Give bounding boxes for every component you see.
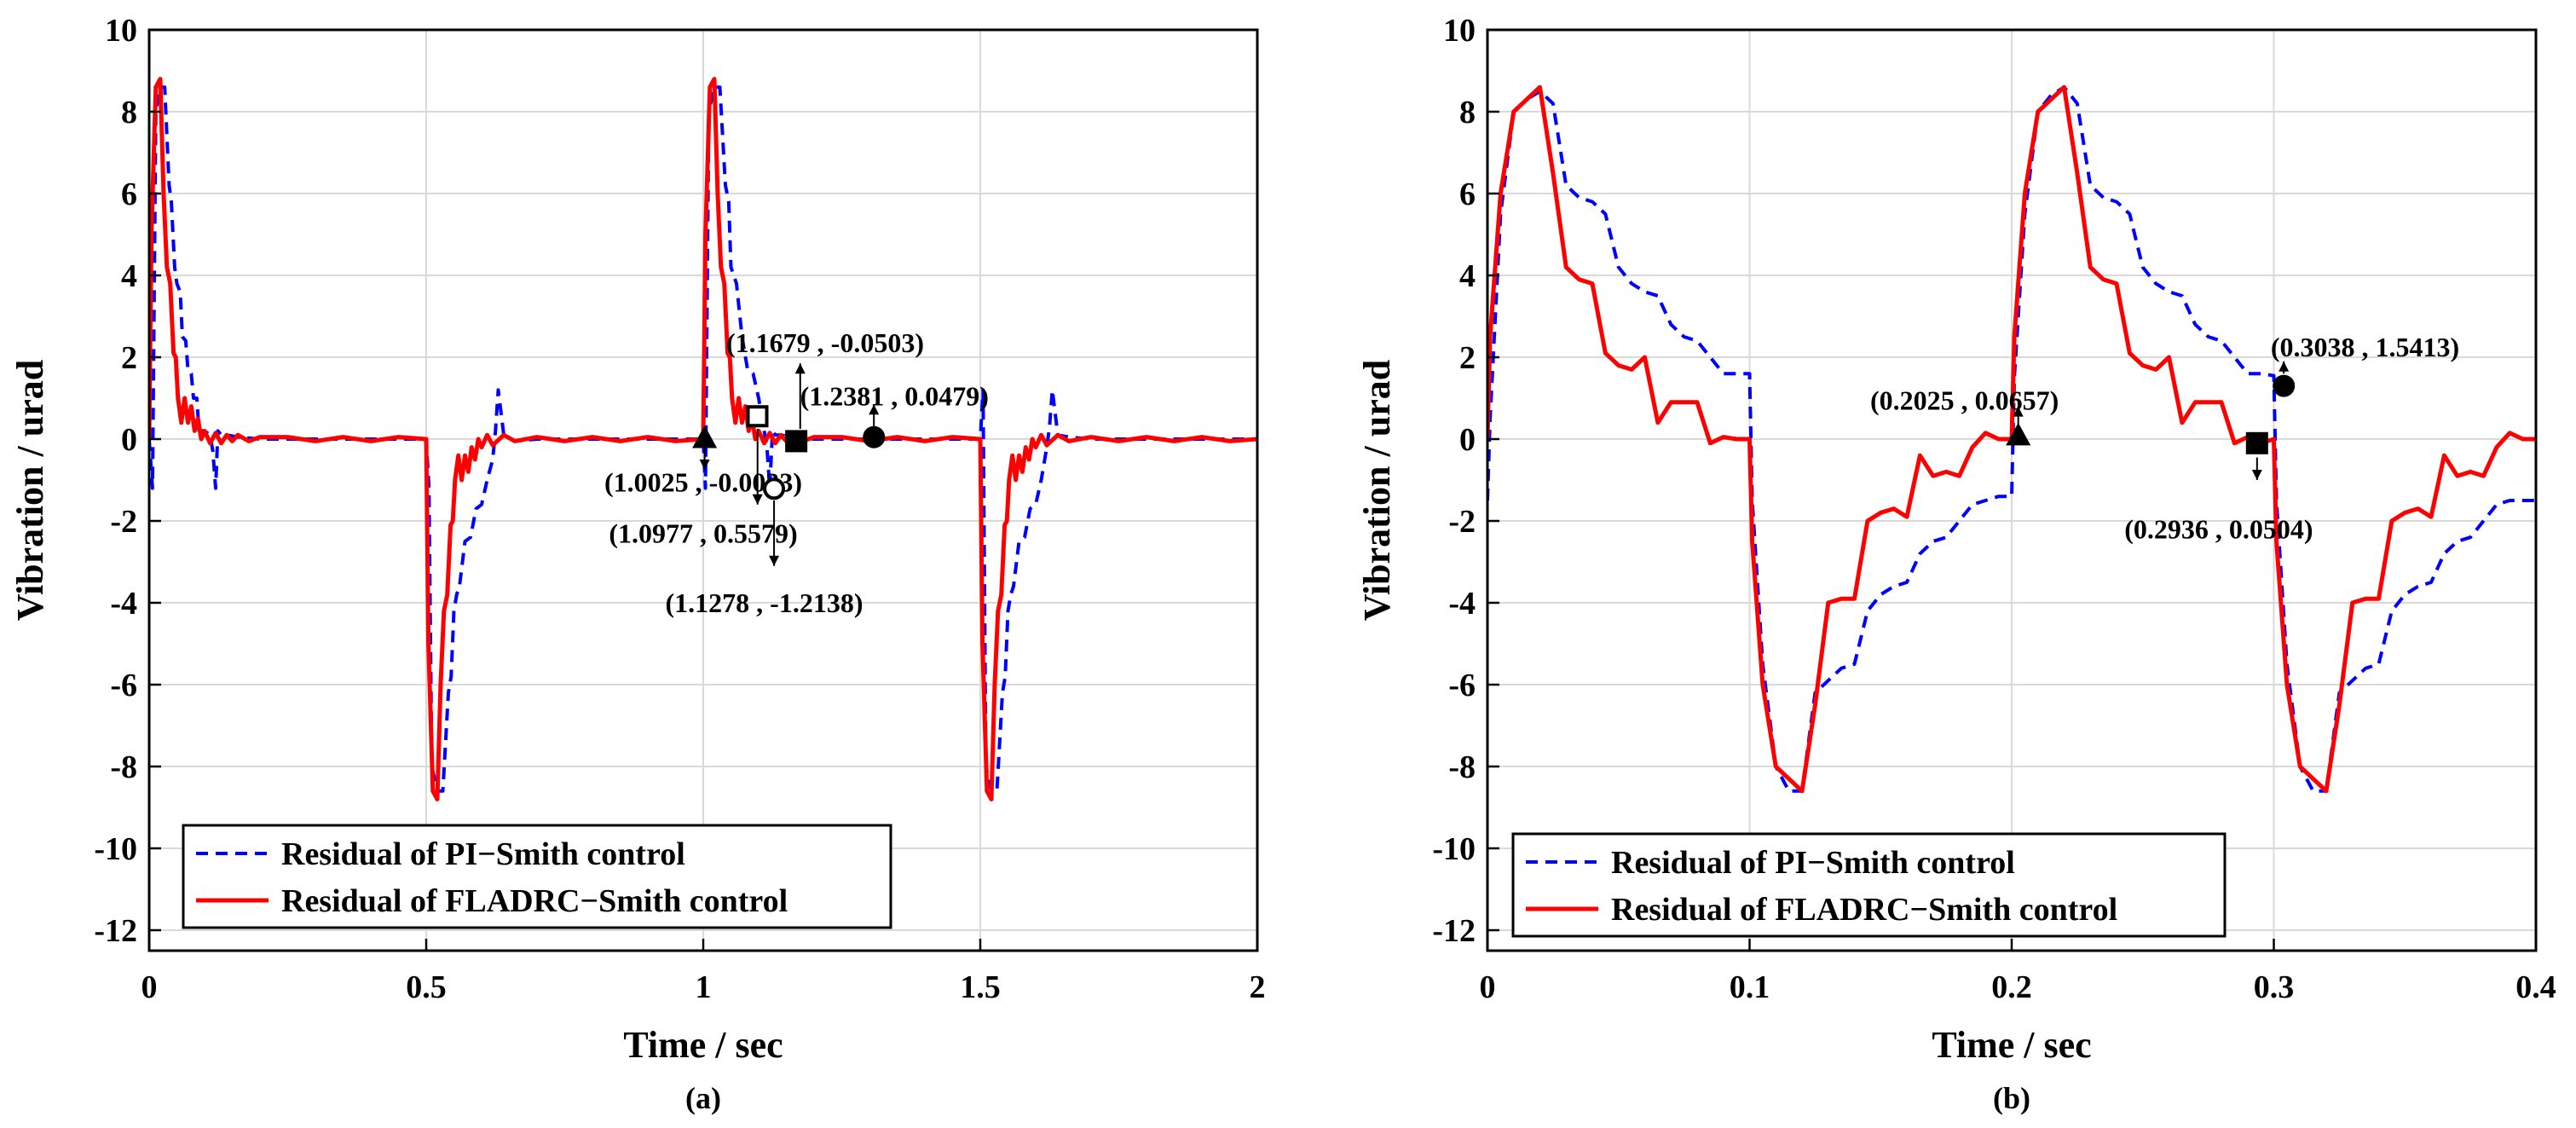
y-axis-label: Vibration / urad xyxy=(1356,360,1398,621)
legend-entry-label: Residual of PI−Smith control xyxy=(281,836,685,872)
y-tick-label: 4 xyxy=(121,258,137,294)
square-marker xyxy=(2245,431,2268,454)
y-tick-label: -2 xyxy=(1448,504,1476,540)
y-tick-label: 2 xyxy=(121,340,137,376)
x-tick-label: 1.5 xyxy=(960,969,1001,1005)
chart-b: 0 0.1 0.2 0.3 0.4 10 8 6 4 2 0 -2 -4 -6 -8 -10 -12 Time /… xyxy=(1356,13,2556,1115)
x-tick-label: 1 xyxy=(696,969,712,1005)
square-marker xyxy=(746,405,769,428)
y-tick-label: -8 xyxy=(110,749,137,785)
annotation-arrow-head xyxy=(2279,361,2290,372)
annotation-arrow-head xyxy=(2013,406,2024,417)
annotation-label: (1.1278 , -1.2138) xyxy=(666,587,863,618)
legend-entry-label: Residual of PI−Smith control xyxy=(1611,845,2015,881)
circle-marker xyxy=(2273,374,2296,397)
x-tick-label: 0.5 xyxy=(406,969,447,1005)
annotation-arrow-head xyxy=(699,460,710,470)
annotation-label: (0.3038 , 1.5413) xyxy=(2271,332,2459,362)
circle-marker xyxy=(863,425,886,448)
y-axis-label: Vibration / urad xyxy=(9,360,51,621)
subfigure-caption: (b) xyxy=(1993,1081,2030,1115)
y-tick-label: 2 xyxy=(1459,340,1476,376)
y-tick-label: -12 xyxy=(1432,913,1476,949)
x-tick-label: 0.3 xyxy=(2254,969,2295,1005)
x-tick-label: 0.1 xyxy=(1730,969,1770,1005)
y-tick-label: 8 xyxy=(1459,95,1476,130)
x-tick-label: 0.2 xyxy=(1991,969,2032,1005)
annotation-label: (1.2381 , 0.0479) xyxy=(800,381,989,412)
annotation-arrow-head xyxy=(752,494,763,505)
chart-a: 0 0.5 1 1.5 2 10 8 6 4 2 0 -2 -4 -6 -8 -10 -12 Time / sec… xyxy=(9,13,1266,1115)
annotation-label: (0.2936 , 0.0504) xyxy=(2124,514,2313,545)
annotation-arrow-head xyxy=(2251,470,2262,480)
y-tick-label: -10 xyxy=(1432,831,1476,867)
y-tick-label: -6 xyxy=(110,668,137,703)
x-tick-label: 0.4 xyxy=(2515,969,2556,1005)
y-tick-label: -4 xyxy=(110,586,137,622)
annotation-label: (1.0977 , 0.5579) xyxy=(609,518,797,548)
y-tick-label: -6 xyxy=(1448,668,1476,703)
annotation-arrow-head xyxy=(769,555,780,566)
legend-entry-label: Residual of FLADRC−Smith control xyxy=(281,883,788,919)
legend-entry-label: Residual of FLADRC−Smith control xyxy=(1611,892,2117,928)
x-axis-label: Time / sec xyxy=(1932,1024,2091,1066)
legend: Residual of PI−Smith control Residual of … xyxy=(182,824,892,929)
x-tick-label: 0 xyxy=(1480,969,1496,1005)
legend: Residual of PI−Smith control Residual of … xyxy=(1511,832,2227,938)
y-tick-label: 6 xyxy=(1459,176,1476,212)
y-tick-label: 0 xyxy=(121,422,137,458)
y-tick-label: -12 xyxy=(94,913,137,949)
annotation-arrow-head xyxy=(869,404,880,415)
y-tick-label: 4 xyxy=(1459,258,1476,294)
legend-box xyxy=(182,824,892,929)
subfigure-caption: (a) xyxy=(685,1081,721,1115)
x-axis-label: Time / sec xyxy=(623,1024,783,1066)
y-tick-label: 10 xyxy=(105,13,137,49)
y-tick-label: -10 xyxy=(94,831,137,867)
y-tick-label: -2 xyxy=(110,504,137,540)
annotation-arrow-head xyxy=(794,363,806,374)
annotation-label: (1.1679 , -0.0503) xyxy=(726,327,924,358)
y-tick-label: 8 xyxy=(121,95,137,130)
triangle-marker xyxy=(2006,422,2031,446)
square-marker xyxy=(785,430,808,453)
series-pi-smith-line xyxy=(1487,85,2536,793)
circle-marker xyxy=(763,477,786,500)
y-tick-label: 6 xyxy=(121,176,137,212)
y-tick-label: 10 xyxy=(1443,13,1476,49)
y-tick-label: -4 xyxy=(1448,586,1476,622)
x-tick-label: 0 xyxy=(142,969,158,1005)
y-tick-label: 0 xyxy=(1459,422,1476,458)
triangle-marker xyxy=(692,425,718,448)
x-tick-label: 2 xyxy=(1250,969,1266,1005)
legend-box xyxy=(1511,832,2227,938)
annotation-label: (0.2025 , 0.0657) xyxy=(1870,385,2059,415)
y-tick-label: -8 xyxy=(1448,749,1476,785)
